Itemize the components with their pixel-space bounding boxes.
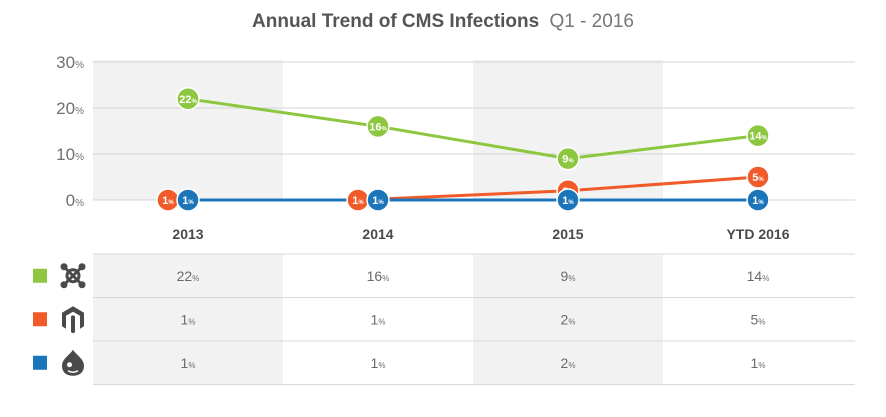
data-point-label: 1% (562, 195, 574, 207)
data-point-label: 22% (179, 94, 197, 106)
data-point-label: 9% (562, 154, 574, 166)
table-cell: 1% (371, 355, 386, 371)
table-cell: 14% (747, 268, 770, 284)
data-point-marker (176, 87, 200, 111)
data-point-joomla: 22% (176, 87, 200, 111)
data-point-magento: 1% (346, 188, 370, 212)
y-tick-label: 20% (56, 99, 84, 118)
data-point-label: 16% (369, 121, 387, 133)
data-point-drupal: 1% (176, 188, 200, 212)
x-tick-label: 2013 (172, 226, 203, 242)
table-cell: 1% (751, 355, 766, 371)
y-tick-label: 30% (56, 53, 84, 72)
table-cell: 16% (367, 268, 390, 284)
table-cell: 5% (751, 311, 766, 327)
data-point-marker (746, 188, 770, 212)
data-point-label: 1% (372, 195, 384, 207)
data-point-label: 14% (749, 131, 767, 143)
data-point-marker (366, 114, 390, 139)
data-point-marker (366, 188, 390, 212)
plot-band (473, 60, 663, 200)
table-cell: 1% (181, 311, 196, 327)
legend-swatch-joomla (33, 268, 47, 283)
column-bands (93, 60, 663, 385)
data-point-marker (556, 188, 580, 212)
data-point-joomla: 14% (746, 123, 770, 148)
chart-title: Annual Trend of CMS Infections (252, 11, 539, 32)
x-axis: 2013 2014 2015 YTD 2016 (172, 226, 789, 242)
x-tick-label: 2015 (552, 226, 583, 242)
table-band (93, 254, 283, 385)
data-table: 22% 16% 9% 14% 1% 1% 2% 5% 1% 1% 2% 1% (33, 253, 855, 385)
data-point-label: 5% (752, 172, 764, 184)
legend-swatch-magento (33, 312, 47, 327)
table-cell: 2% (561, 311, 576, 327)
data-point-drupal: 1% (556, 188, 580, 212)
series-line-joomla (187, 97, 759, 161)
data-point-label: 1% (162, 195, 174, 207)
data-point-marker (746, 123, 770, 148)
data-point-label: 1% (752, 195, 764, 207)
data-point-joomla: 9% (556, 146, 580, 171)
data-point-marker (556, 146, 580, 171)
data-point-marker (176, 188, 200, 212)
y-tick-label: 10% (56, 145, 84, 164)
table-cell: 1% (181, 355, 196, 371)
legend-swatch-drupal (33, 355, 47, 370)
data-point-joomla: 16% (366, 114, 390, 139)
data-point-label: 1% (352, 195, 364, 207)
data-point-drupal: 1% (746, 188, 770, 212)
x-tick-label: YTD 2016 (726, 226, 789, 242)
chart-title-wrapper: Annual Trend of CMS Infections Q1 - 2016 (252, 11, 634, 32)
series-lines (168, 97, 759, 202)
data-point-magento: 5% (746, 165, 770, 189)
data-point-magento: 1% (156, 188, 180, 212)
drupal-icon (62, 349, 84, 376)
plot-band (93, 60, 283, 200)
y-axis: 0% 10% 20% 30% (56, 53, 84, 210)
data-point-drupal: 1% (366, 188, 390, 212)
table-band (473, 254, 663, 385)
table-cell: 22% (177, 268, 200, 284)
magento-icon (62, 306, 84, 334)
joomla-icon (60, 263, 86, 289)
table-cell: 2% (561, 355, 576, 371)
y-tick-label: 0% (66, 191, 84, 210)
table-cell: 1% (371, 311, 386, 327)
table-cell: 9% (561, 268, 576, 284)
x-tick-label: 2014 (362, 226, 393, 242)
series-points: 22%16%9%14%1%1%2%5%1%1%1%1% (156, 87, 770, 212)
data-point-marker (746, 165, 770, 189)
data-point-label: 1% (182, 195, 194, 207)
chart-subtitle: Q1 - 2016 (549, 11, 634, 32)
